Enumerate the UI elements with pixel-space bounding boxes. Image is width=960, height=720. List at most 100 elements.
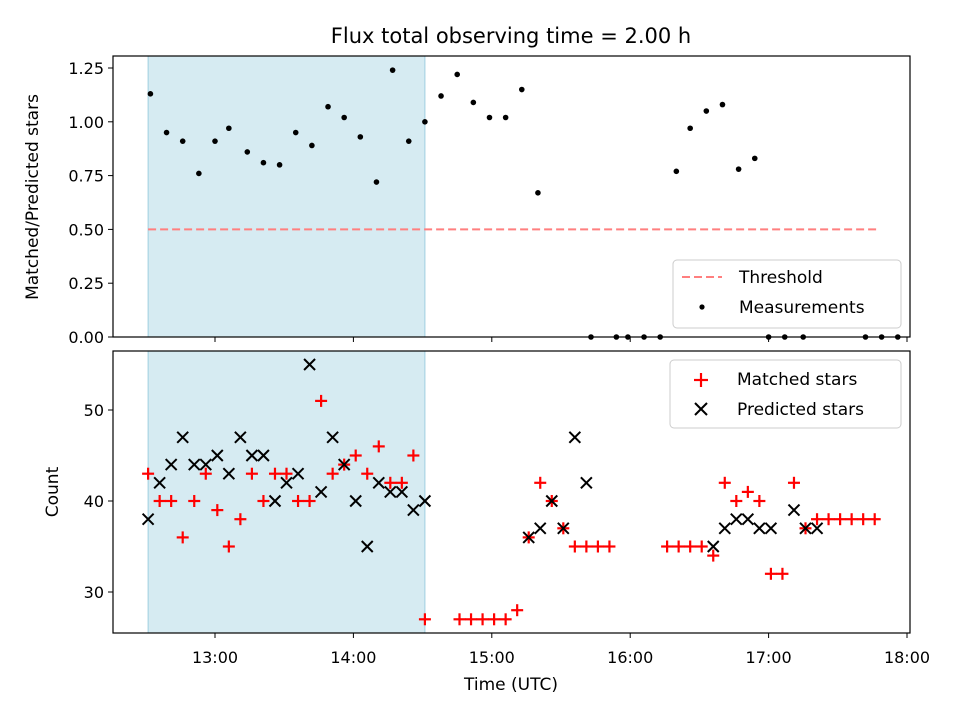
- matched-star-point: [349, 449, 362, 462]
- predicted-star-point: [534, 522, 547, 535]
- matched-star-point: [407, 449, 420, 462]
- measurement-point: [260, 159, 267, 166]
- top-y-axis-ticks: 0.00 0.25 0.50 0.75 1.00 1.25: [68, 59, 113, 347]
- measurement-point: [751, 155, 758, 162]
- matched-star-point: [142, 467, 155, 480]
- predicted-star-point: [176, 431, 189, 444]
- matched-star-point: [753, 495, 766, 507]
- matched-star-point: [453, 613, 466, 626]
- measurement-points: [147, 67, 901, 340]
- predicted-star-point: [153, 476, 166, 490]
- top-y-tick-label: 0.25: [68, 274, 104, 293]
- matched-star-point: [188, 495, 201, 507]
- top-shaded-region: [147, 55, 426, 338]
- top-legend: Threshold Measurements: [672, 259, 902, 329]
- measurement-point: [357, 134, 364, 140]
- predicted-star-point: [361, 540, 374, 553]
- measurement-point: [196, 170, 202, 177]
- matched-star-point: [395, 476, 408, 489]
- measurement-point: [276, 162, 283, 168]
- matched-star-point: [661, 540, 674, 553]
- measurement-point: [673, 168, 680, 175]
- predicted-star-point: [337, 458, 351, 471]
- predicted-star-point: [314, 485, 328, 499]
- predicted-star-point: [718, 522, 731, 535]
- measurement-point: [309, 142, 315, 149]
- predicted-star-point: [326, 431, 339, 444]
- matched-star-point: [857, 513, 870, 526]
- predicted-star-point: [545, 494, 558, 508]
- bottom-legend-box: [669, 359, 902, 429]
- legend-measurements-swatch: [699, 304, 705, 310]
- matched-star-point: [511, 604, 524, 617]
- measurement-point: [535, 190, 541, 196]
- matched-star-point: [684, 540, 697, 553]
- matched-star-point: [603, 540, 616, 553]
- bottom-legend: Matched stars Predicted stars: [669, 359, 902, 429]
- predicted-star-point: [164, 458, 178, 471]
- matched-star-point: [787, 476, 800, 489]
- matched-star-point: [361, 467, 374, 480]
- bottom-plot-frame: [112, 350, 911, 634]
- predicted-stars-points: [141, 358, 824, 553]
- measurement-point: [518, 86, 525, 93]
- predicted-star-point: [268, 494, 282, 508]
- predicted-star-point: [741, 512, 755, 526]
- measurement-point: [438, 93, 444, 99]
- legend-predicted-swatch: [694, 402, 708, 416]
- predicted-star-point: [384, 485, 397, 499]
- matched-star-point: [372, 440, 385, 453]
- matched-star-point: [695, 540, 708, 553]
- predicted-star-point: [222, 467, 236, 480]
- predicted-star-point: [291, 467, 305, 480]
- matched-star-point: [418, 613, 431, 626]
- matched-star-point: [845, 513, 858, 526]
- legend-matched-swatch: [694, 373, 708, 387]
- matched-stars-points: [142, 394, 881, 626]
- measurement-point: [405, 138, 412, 144]
- matched-star-point: [764, 567, 777, 580]
- predicted-star-point: [234, 431, 247, 444]
- matched-star-point: [718, 476, 731, 489]
- top-y-tick-label: 0.50: [68, 220, 104, 239]
- measurement-point: [163, 129, 170, 136]
- matched-star-point: [834, 513, 847, 526]
- predicted-star-point: [753, 522, 766, 535]
- matched-star-point: [741, 485, 754, 498]
- predicted-star-point: [764, 522, 778, 535]
- matched-star-point: [476, 613, 489, 626]
- matched-star-point: [465, 613, 478, 626]
- predicted-star-point: [188, 458, 201, 471]
- legend-matched-label: Matched stars: [737, 370, 857, 390]
- top-y-tick-label: 0.00: [68, 328, 104, 347]
- matched-star-point: [153, 495, 166, 507]
- legend-measurements-label: Measurements: [739, 298, 865, 318]
- measurement-point: [719, 101, 726, 108]
- predicted-star-point: [257, 449, 270, 462]
- matched-star-point: [868, 513, 881, 526]
- matched-star-point: [580, 540, 593, 553]
- x-axis-label: Time (UTC): [463, 675, 558, 695]
- predicted-star-point: [395, 485, 409, 499]
- matched-star-point: [672, 540, 685, 553]
- measurement-point: [502, 114, 509, 121]
- predicted-star-point: [418, 494, 432, 508]
- matched-star-point: [199, 467, 212, 480]
- matched-star-point: [268, 467, 281, 480]
- matched-star-point: [292, 495, 305, 507]
- matched-star-point: [211, 504, 224, 517]
- bottom-x-tick-label: 14:00: [330, 648, 376, 667]
- predicted-star-point: [349, 494, 362, 508]
- matched-star-point: [568, 540, 581, 553]
- predicted-star-point: [568, 431, 582, 444]
- predicted-star-point: [280, 476, 293, 490]
- matched-star-point: [591, 540, 604, 553]
- bottom-x-tick-label: 17:00: [746, 648, 792, 667]
- top-y-tick-label: 1.25: [68, 59, 104, 78]
- measurement-point: [454, 71, 461, 78]
- bottom-x-axis-ticks: 13:00 14:00 15:00 16:00 17:00 18:00: [192, 633, 930, 667]
- matched-star-point: [245, 467, 258, 480]
- bottom-shaded-region: [147, 350, 426, 634]
- predicted-star-point: [730, 512, 743, 526]
